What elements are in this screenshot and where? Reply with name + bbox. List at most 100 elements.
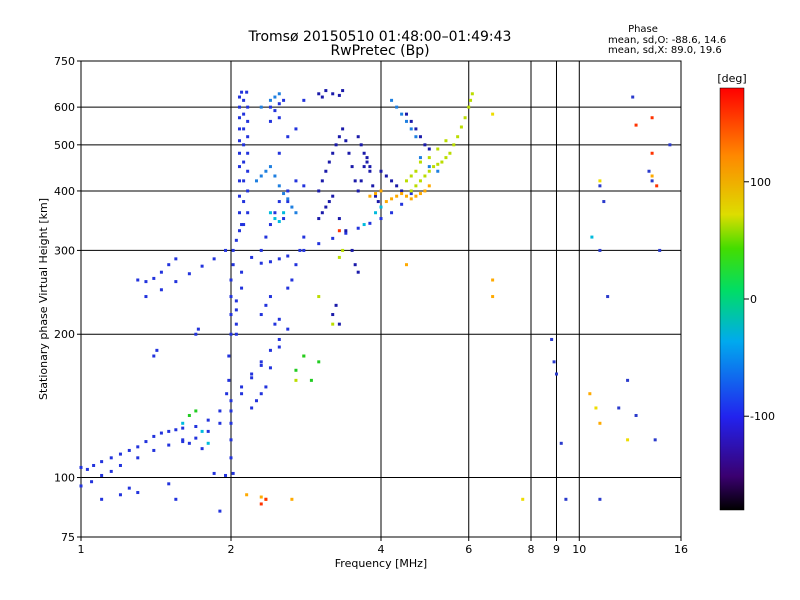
data-point (337, 93, 341, 97)
data-point (317, 242, 321, 246)
data-point (225, 392, 229, 396)
data-point (273, 174, 277, 178)
data-point (242, 179, 246, 183)
data-point (668, 143, 672, 147)
data-point (246, 119, 250, 123)
data-point (350, 248, 354, 252)
data-point (594, 406, 598, 410)
data-point (409, 192, 413, 196)
data-point (250, 406, 254, 410)
data-point (237, 179, 241, 183)
data-point (152, 276, 156, 280)
data-point (344, 229, 348, 233)
data-point (491, 112, 495, 116)
data-point (277, 257, 281, 261)
data-point (350, 165, 354, 169)
data-point (152, 448, 156, 452)
data-point (181, 421, 185, 425)
data-point (206, 418, 210, 422)
data-point (324, 169, 328, 173)
data-point (302, 354, 306, 358)
data-point (374, 194, 378, 198)
colorbar-ticks: 100 0 -100 (744, 176, 775, 423)
data-point (631, 95, 635, 99)
data-point (320, 95, 324, 99)
data-point (136, 491, 140, 495)
data-point (268, 260, 272, 264)
chart-subtitle: RwPretec (Bp) (330, 43, 429, 59)
data-point (237, 165, 241, 169)
data-point (127, 486, 131, 490)
data-point (470, 92, 474, 96)
data-point (231, 471, 235, 475)
data-point (331, 322, 335, 326)
data-point (395, 194, 399, 198)
data-point (277, 184, 281, 188)
data-point (100, 473, 104, 477)
data-point (395, 105, 399, 109)
data-point (237, 127, 241, 131)
x-tick-label: 1 (78, 543, 85, 556)
data-point (331, 151, 335, 155)
data-point (598, 179, 602, 183)
data-point (187, 272, 191, 276)
data-point (423, 174, 427, 178)
data-point (242, 160, 246, 164)
data-point (302, 248, 306, 252)
data-point (376, 200, 380, 204)
data-point (647, 169, 651, 173)
data-point (155, 348, 159, 352)
data-point (436, 169, 440, 173)
data-point (194, 436, 198, 440)
data-point (259, 363, 263, 367)
data-point (418, 160, 422, 164)
axis-ticks: 1 2 4 6 8 10 16 9 75 100 200 300 400 500 600 750 (54, 55, 688, 556)
data-point (491, 295, 495, 299)
data-point (341, 248, 345, 252)
data-point (427, 147, 431, 151)
data-point (282, 98, 286, 102)
data-point (320, 179, 324, 183)
data-point (229, 278, 233, 282)
data-point (264, 169, 268, 173)
data-point (100, 460, 104, 464)
data-point (277, 92, 281, 96)
data-point (212, 471, 216, 475)
data-point (559, 441, 563, 445)
data-point (384, 200, 388, 204)
data-point (237, 211, 241, 215)
data-point (327, 160, 331, 164)
data-point (414, 135, 418, 139)
data-point (240, 286, 244, 290)
data-point (436, 162, 440, 166)
data-point (237, 105, 241, 109)
x-axis-label: Frequency [MHz] (335, 557, 427, 570)
data-point (409, 119, 413, 123)
data-point (356, 270, 360, 274)
data-point (590, 235, 594, 239)
data-point (409, 174, 413, 178)
data-point (331, 194, 335, 198)
x-tick-label: 4 (378, 543, 385, 556)
data-point (353, 179, 357, 183)
data-point (200, 264, 204, 268)
data-point (277, 345, 281, 349)
data-point (234, 238, 238, 242)
data-point (368, 194, 372, 198)
data-point (320, 211, 324, 215)
data-point (187, 441, 191, 445)
data-point (374, 192, 378, 196)
data-point (379, 189, 383, 193)
data-point (92, 463, 96, 467)
colorbar-tick-label: -100 (750, 410, 775, 423)
data-point (254, 179, 258, 183)
data-point (277, 116, 281, 120)
data-point (229, 421, 233, 425)
phase-colorbar (719, 87, 745, 511)
data-point (277, 220, 281, 224)
data-point (268, 366, 272, 370)
data-point (144, 280, 148, 284)
data-point (294, 368, 298, 372)
data-point (356, 226, 360, 230)
data-point (246, 105, 250, 109)
